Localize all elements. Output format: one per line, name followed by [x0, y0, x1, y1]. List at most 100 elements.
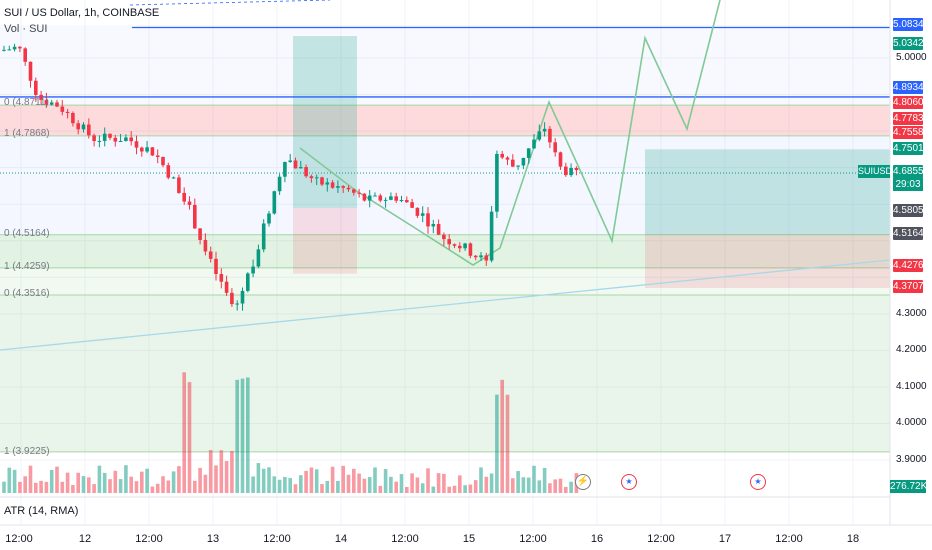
volume-bar [288, 478, 292, 493]
candle-body [230, 292, 234, 305]
candle-body [208, 251, 213, 259]
candle-body [28, 61, 33, 81]
volume-bar [399, 474, 404, 493]
candle-body [187, 201, 192, 205]
candle-body [113, 137, 118, 142]
volume-bar [145, 468, 149, 493]
candle-body [500, 153, 504, 158]
candle-body [251, 266, 255, 274]
candle-body [12, 46, 17, 50]
volume-bar [309, 467, 314, 493]
candle-body [405, 200, 409, 203]
volume-bar [426, 468, 430, 493]
price-axis-label: 5.0000 [896, 52, 927, 63]
volume-bar [102, 472, 107, 493]
volume-bar [420, 483, 425, 493]
candle-body [124, 137, 128, 141]
price-badge: 4.7783 [893, 112, 924, 125]
candle-body [362, 193, 367, 201]
candle-body [261, 223, 266, 250]
volume-bar [330, 466, 335, 493]
volume-bar [548, 483, 552, 493]
volume-bar [71, 485, 75, 493]
volume-bar [442, 473, 446, 493]
volume-bar [299, 475, 303, 493]
volume-bar [118, 479, 123, 493]
candle-body [521, 157, 526, 166]
volume-bar [187, 382, 192, 493]
candle-body [325, 182, 330, 185]
volume-bar [336, 480, 340, 493]
candle-body [283, 162, 287, 177]
candle-body [76, 123, 80, 130]
candle-body [473, 255, 478, 258]
volume-bar [436, 473, 441, 493]
price-badge: 4.7558 [893, 126, 924, 139]
volume-bar [166, 480, 171, 493]
volume-bar [293, 484, 298, 493]
us-flag-icon[interactable]: ★ [621, 474, 637, 490]
volume-badge: 276.72K [890, 480, 928, 493]
volume-bar [272, 476, 277, 493]
price-badge: 4.8934 [893, 81, 924, 94]
volume-bar [92, 484, 96, 493]
volume-bar [28, 465, 33, 493]
volume-bar [314, 469, 319, 493]
price-axis-label: 4.1000 [896, 381, 927, 392]
candle-body [436, 224, 441, 235]
volume-bar [500, 379, 504, 493]
candle-body [7, 49, 12, 51]
candle-body [246, 273, 250, 291]
target-box [293, 36, 357, 208]
volume-bar [553, 479, 557, 493]
candle-body [140, 147, 144, 152]
fib-label-3: 1 (4.4259) [4, 261, 50, 272]
volume-bar [532, 465, 536, 493]
volume-bar [431, 486, 436, 493]
volume-bar [516, 471, 520, 493]
volume-legend[interactable]: Vol · SUI [4, 23, 48, 35]
lightning-icon[interactable]: ⚡ [575, 474, 591, 490]
volume-bar [49, 469, 54, 493]
candle-body [548, 128, 552, 143]
price-axis-label: 4.0000 [896, 417, 927, 428]
volume-bar [304, 470, 308, 493]
volume-bar [76, 472, 80, 493]
price-badge: 4.4276 [893, 259, 924, 272]
volume-bar [537, 480, 542, 493]
trendline [0, 259, 891, 351]
volume-bar [203, 474, 208, 493]
candle-body [171, 177, 176, 179]
x-label: 13 [206, 533, 220, 545]
us-flag-icon[interactable]: ★ [750, 474, 766, 490]
volume-bar [65, 472, 70, 493]
candle-body [367, 195, 372, 201]
candle-body [468, 243, 473, 256]
candle-body [526, 148, 531, 158]
candle-body [97, 140, 102, 142]
candle-body [420, 213, 425, 216]
volume-bar [219, 450, 224, 493]
volume-bar [410, 473, 414, 493]
candle-body [108, 133, 112, 138]
volume-bar [521, 477, 526, 493]
volume-bar [240, 378, 245, 493]
volume-bar [208, 450, 213, 493]
volume-bar [373, 467, 377, 493]
last-price-badge: 4.6855 [893, 165, 924, 178]
volume-bar [113, 470, 118, 493]
candle-body [134, 141, 139, 148]
volume-bar [261, 468, 266, 493]
stop-box [293, 207, 357, 274]
volume-bar [383, 469, 388, 493]
volume-bar [320, 484, 324, 493]
candle-body [495, 153, 499, 212]
candle-body [447, 239, 451, 245]
symbol-badge: SUIUSD [858, 165, 893, 178]
candle-body [431, 224, 436, 227]
symbol-title[interactable]: SUI / US Dollar, 1h, COINBASE [4, 7, 160, 19]
candle-body [240, 290, 245, 304]
atr-legend[interactable]: ATR (14, RMA) [4, 505, 79, 517]
